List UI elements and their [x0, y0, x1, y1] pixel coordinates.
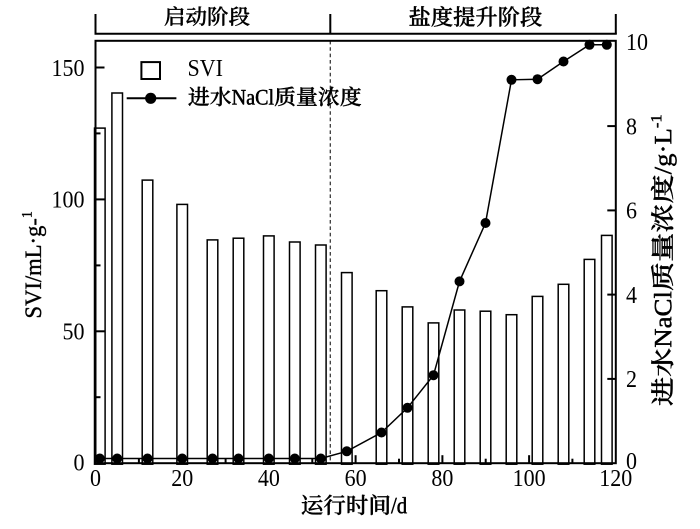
svg-text:60: 60	[345, 465, 367, 492]
svg-text:100: 100	[513, 465, 546, 492]
svg-text:8: 8	[626, 113, 637, 140]
svg-text:100: 100	[52, 187, 85, 214]
svg-text:2: 2	[626, 366, 637, 393]
svg-text:4: 4	[626, 282, 637, 309]
svg-text:6: 6	[626, 198, 637, 225]
svg-text:0: 0	[626, 448, 637, 475]
svg-text:150: 150	[52, 55, 85, 82]
svg-text:40: 40	[258, 465, 280, 492]
svg-text:120: 120	[599, 465, 632, 492]
svg-text:10: 10	[626, 29, 648, 56]
svg-text:0: 0	[90, 465, 101, 492]
svg-text:20: 20	[171, 465, 193, 492]
svg-text:0: 0	[74, 450, 85, 477]
svg-text:80: 80	[431, 465, 453, 492]
svg-text:50: 50	[63, 319, 85, 346]
svg-text:SVI: SVI	[188, 55, 224, 82]
